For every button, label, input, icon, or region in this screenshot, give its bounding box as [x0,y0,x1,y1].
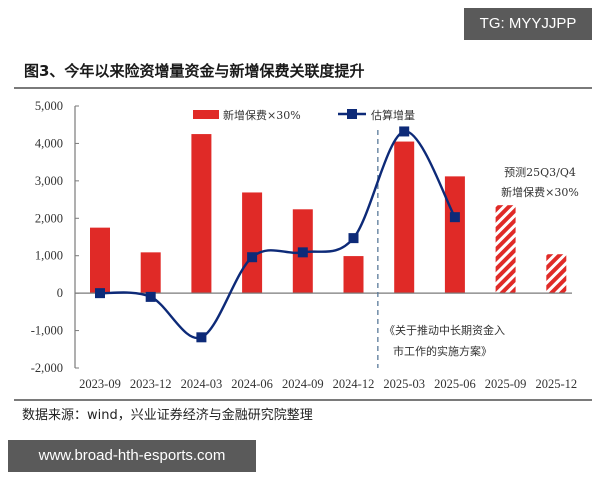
line-marker [145,291,156,302]
watermark-bottom: www.broad-hth-esports.com [8,440,256,472]
x-tick-label: 2025-09 [485,377,527,391]
y-axis: 5,000 4,000 3,000 2,000 1,000 0 -1,000 -2,000 [31,99,79,375]
x-tick-label: 2023-12 [130,377,172,391]
y-tick-label: 3,000 [35,174,63,188]
y-tick-label: 5,000 [35,99,63,113]
bar [191,134,212,294]
forecast-bar [495,205,516,294]
bar [343,256,364,294]
line-series [95,126,460,343]
y-tick-label: 2,000 [35,211,63,225]
x-tick-label: 2025-12 [535,377,577,391]
bar [242,192,263,294]
forecast-bar [546,254,567,294]
figure-title: 图3、今年以来险资增量资金与新增保费关联度提升 [24,62,365,80]
title-rule [14,87,592,89]
y-tick-label: -1,000 [31,324,63,338]
y-tick-label: 0 [57,286,63,300]
forecast-note: 新增保费×30% [501,185,579,199]
x-tick-label: 2025-03 [383,377,425,391]
x-tick-label: 2024-03 [181,377,223,391]
bar [90,227,110,294]
y-tick-label: -2,000 [31,361,63,375]
line-marker [399,126,410,137]
source-rule [14,399,592,401]
legend-bar-label: 新增保费×30% [223,108,301,122]
bar [444,176,465,294]
bar-series [90,134,567,294]
bar [394,141,415,294]
policy-note: 市工作的实施方案》 [393,344,492,358]
line-marker [196,332,207,343]
y-tick-label: 1,000 [35,249,63,263]
legend-line-marker [347,109,357,119]
x-axis: 2023-09 2023-12 2024-03 2024-06 2024-09 2024-… [79,377,577,391]
policy-note: 《关于推动中长期资金入 [384,323,505,337]
line-marker [449,212,460,223]
x-tick-label: 2023-09 [79,377,121,391]
legend-bar-swatch [193,110,219,119]
line-marker [247,252,258,263]
x-tick-label: 2025-06 [434,377,476,391]
line-marker [348,233,359,244]
x-tick-label: 2024-06 [231,377,273,391]
forecast-note: 预测25Q3/Q4 [504,166,576,179]
line-marker [95,288,105,299]
x-tick-label: 2024-12 [333,377,375,391]
line-marker [297,247,308,258]
watermark-top: TG: MYYJJPP [464,8,592,40]
data-source: 数据来源：wind，兴业证券经济与金融研究院整理 [22,408,313,423]
chart: 5,000 4,000 3,000 2,000 1,000 0 -1,000 -2,000 2… [31,99,579,391]
y-tick-label: 4,000 [35,136,63,150]
x-tick-label: 2024-09 [282,377,324,391]
legend: 新增保费×30% 估算增量 [193,108,415,122]
legend-line-label: 估算增量 [371,108,415,122]
bar [140,252,161,294]
